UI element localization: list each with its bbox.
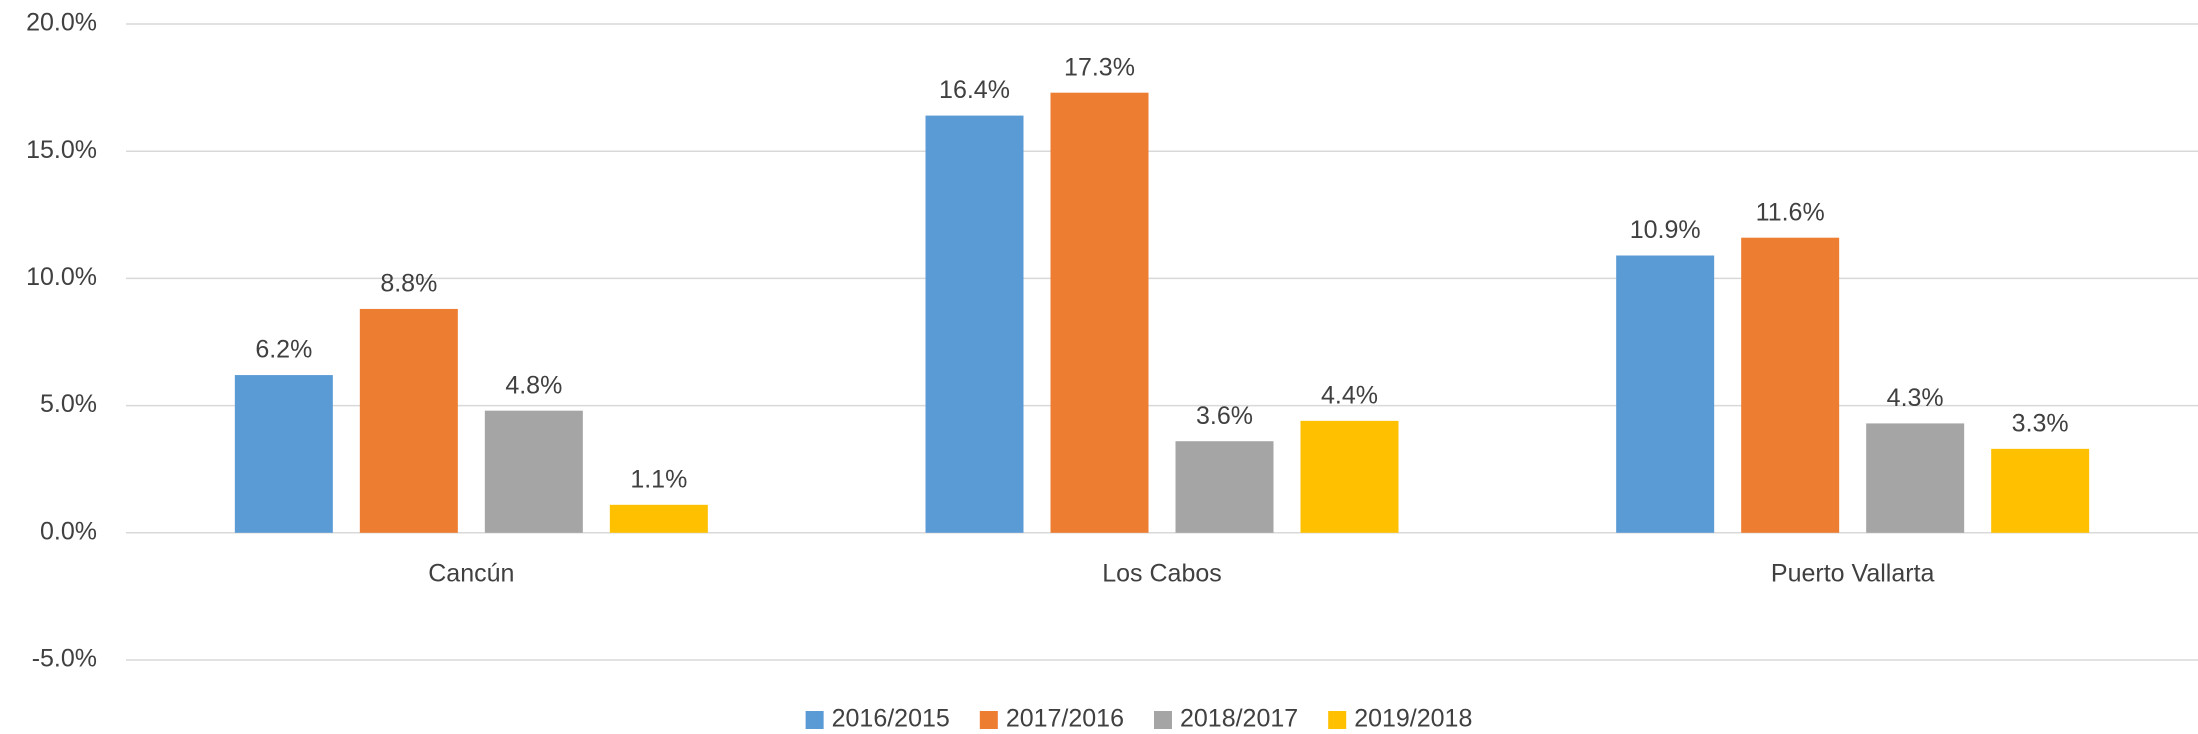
x-tick-label: Cancún [428, 560, 514, 588]
value-label: 4.3% [1887, 384, 1944, 412]
x-tick-label: Los Cabos [1102, 560, 1222, 588]
legend-label: 2018/2017 [1180, 705, 1298, 733]
legend-swatch [805, 711, 824, 729]
bar [1741, 237, 1840, 533]
bar [234, 375, 333, 533]
y-tick-label: 0.0% [40, 517, 97, 545]
value-label: 8.8% [380, 270, 437, 298]
x-tick-label: Puerto Vallarta [1771, 560, 1935, 588]
value-label: 1.1% [630, 465, 687, 493]
value-label: 17.3% [1064, 53, 1135, 81]
value-label: 3.6% [1196, 402, 1253, 430]
bar [484, 410, 583, 533]
bar [1616, 255, 1715, 533]
y-tick-label: 10.0% [26, 263, 97, 291]
legend-swatch [979, 711, 998, 729]
y-tick-label: -5.0% [32, 645, 97, 673]
value-label: 3.3% [2012, 409, 2069, 437]
legend-label: 2017/2016 [1006, 705, 1124, 733]
y-tick-label: 5.0% [40, 390, 97, 418]
bar [609, 504, 708, 533]
value-label: 16.4% [939, 76, 1010, 104]
y-tick-label: 20.0% [26, 9, 97, 37]
value-label: 4.8% [505, 371, 562, 399]
bar [359, 308, 458, 533]
bar [1866, 423, 1965, 533]
bar [1050, 92, 1149, 533]
legend-swatch [1154, 711, 1172, 729]
value-label: 10.9% [1630, 216, 1701, 244]
bar [1300, 420, 1399, 533]
bar [1991, 448, 2090, 533]
value-label: 4.4% [1321, 381, 1378, 409]
value-label: 11.6% [1756, 198, 1825, 226]
value-label: 6.2% [255, 336, 312, 364]
legend-label: 2019/2018 [1354, 705, 1472, 733]
bar [1175, 441, 1274, 533]
y-tick-label: 15.0% [26, 136, 97, 164]
legend-label: 2016/2015 [832, 705, 950, 733]
bar [925, 115, 1024, 533]
legend-swatch [1328, 711, 1347, 729]
